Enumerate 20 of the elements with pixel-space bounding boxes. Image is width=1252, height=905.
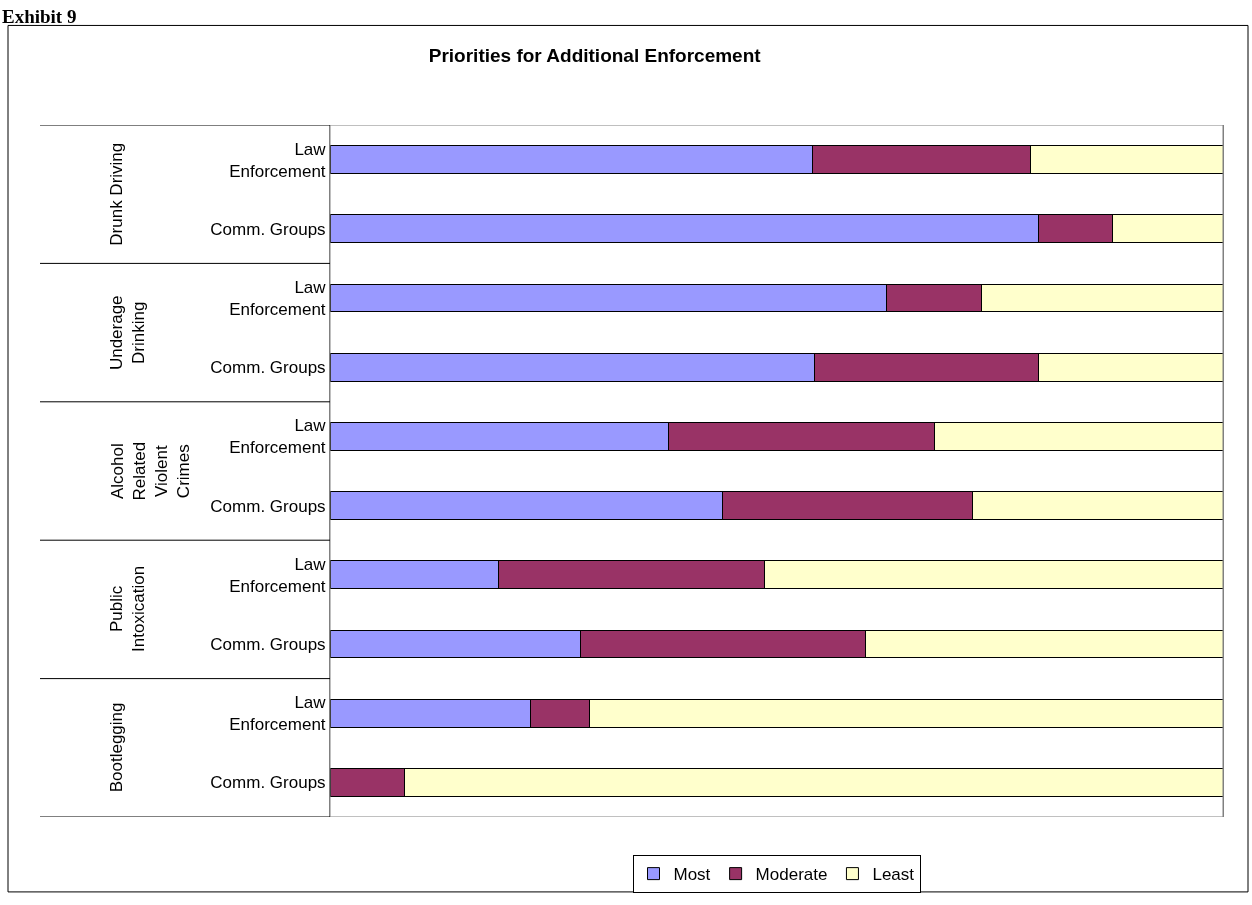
- legend-label: Moderate: [755, 865, 828, 885]
- text: Drunk Driving: [107, 142, 127, 246]
- y-tick-label: Comm. Groups: [210, 634, 326, 654]
- y-tick-label: Law Enforcement: [229, 416, 327, 458]
- text: Underage Drinking: [106, 295, 148, 371]
- y-tick-label: Law Enforcement: [229, 693, 327, 735]
- y-tick-label: Law Enforcement: [229, 277, 327, 319]
- y-tick-label: Law Enforcement: [229, 554, 327, 596]
- y-tick-label: Law Enforcement: [229, 139, 327, 181]
- y-tick-label: Comm. Groups: [210, 219, 326, 239]
- chart-title: Priorities for Additional Enforcement: [428, 44, 762, 66]
- text: Bootlegging: [106, 702, 126, 793]
- text: Public Intoxication: [107, 565, 149, 652]
- y-tick-label: Comm. Groups: [210, 496, 326, 516]
- legend-label: Most: [673, 865, 711, 885]
- legend-label: Least: [872, 865, 915, 885]
- text: Exhibit 9: [2, 6, 77, 27]
- y-tick-label: Comm. Groups: [210, 773, 326, 793]
- y-tick-label: Comm. Groups: [210, 358, 326, 378]
- text: Alcohol Related Violent Crimes: [107, 441, 193, 501]
